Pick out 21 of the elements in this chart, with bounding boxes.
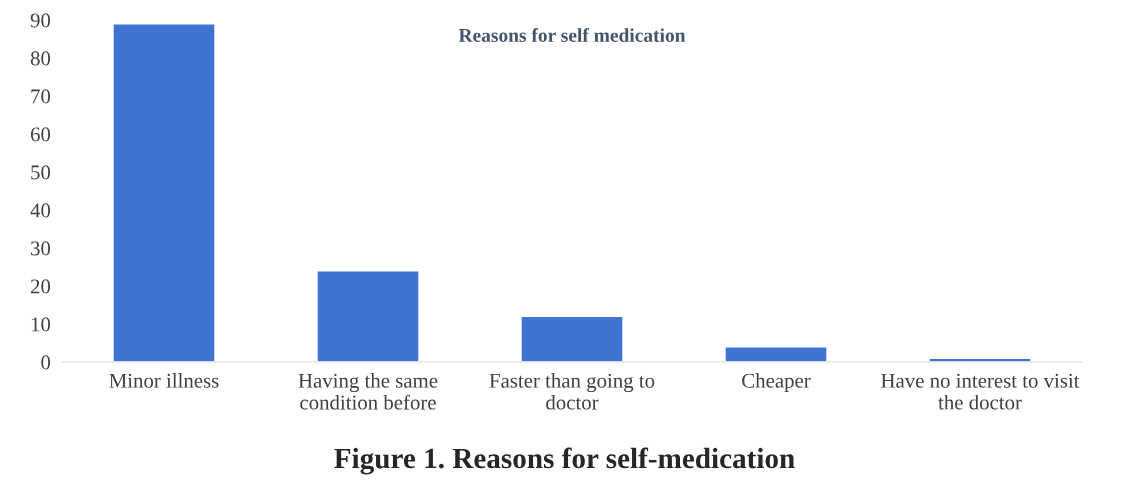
- y-tick-label: 0: [41, 355, 51, 370]
- x-tick-label: Faster than going to doctor: [489, 373, 655, 410]
- x-tick-label: Minor illness: [109, 373, 219, 388]
- y-tick-label: 40: [30, 203, 51, 218]
- bar: [112, 23, 216, 362]
- bar: [316, 270, 420, 362]
- bar: [520, 315, 624, 362]
- y-tick-label: 20: [30, 279, 51, 294]
- x-tick-label: Have no interest to visit the doctor: [881, 373, 1080, 410]
- y-tick-label: 10: [31, 317, 51, 332]
- y-tick-label: 30: [31, 241, 51, 256]
- y-tick-label: 60: [30, 127, 51, 142]
- y-tick-label: 50: [31, 165, 51, 180]
- chart-title: Reasons for self medication: [458, 28, 686, 42]
- y-tick-label: 90: [30, 13, 51, 28]
- x-tick-label: Having the same condition before: [298, 373, 438, 410]
- bar: [724, 346, 828, 362]
- y-tick-label: 80: [30, 51, 51, 66]
- y-tick-label: 70: [31, 89, 51, 104]
- caption: Figure 1. Reasons for self-medication: [334, 447, 795, 475]
- x-tick-label: Cheaper: [742, 373, 811, 392]
